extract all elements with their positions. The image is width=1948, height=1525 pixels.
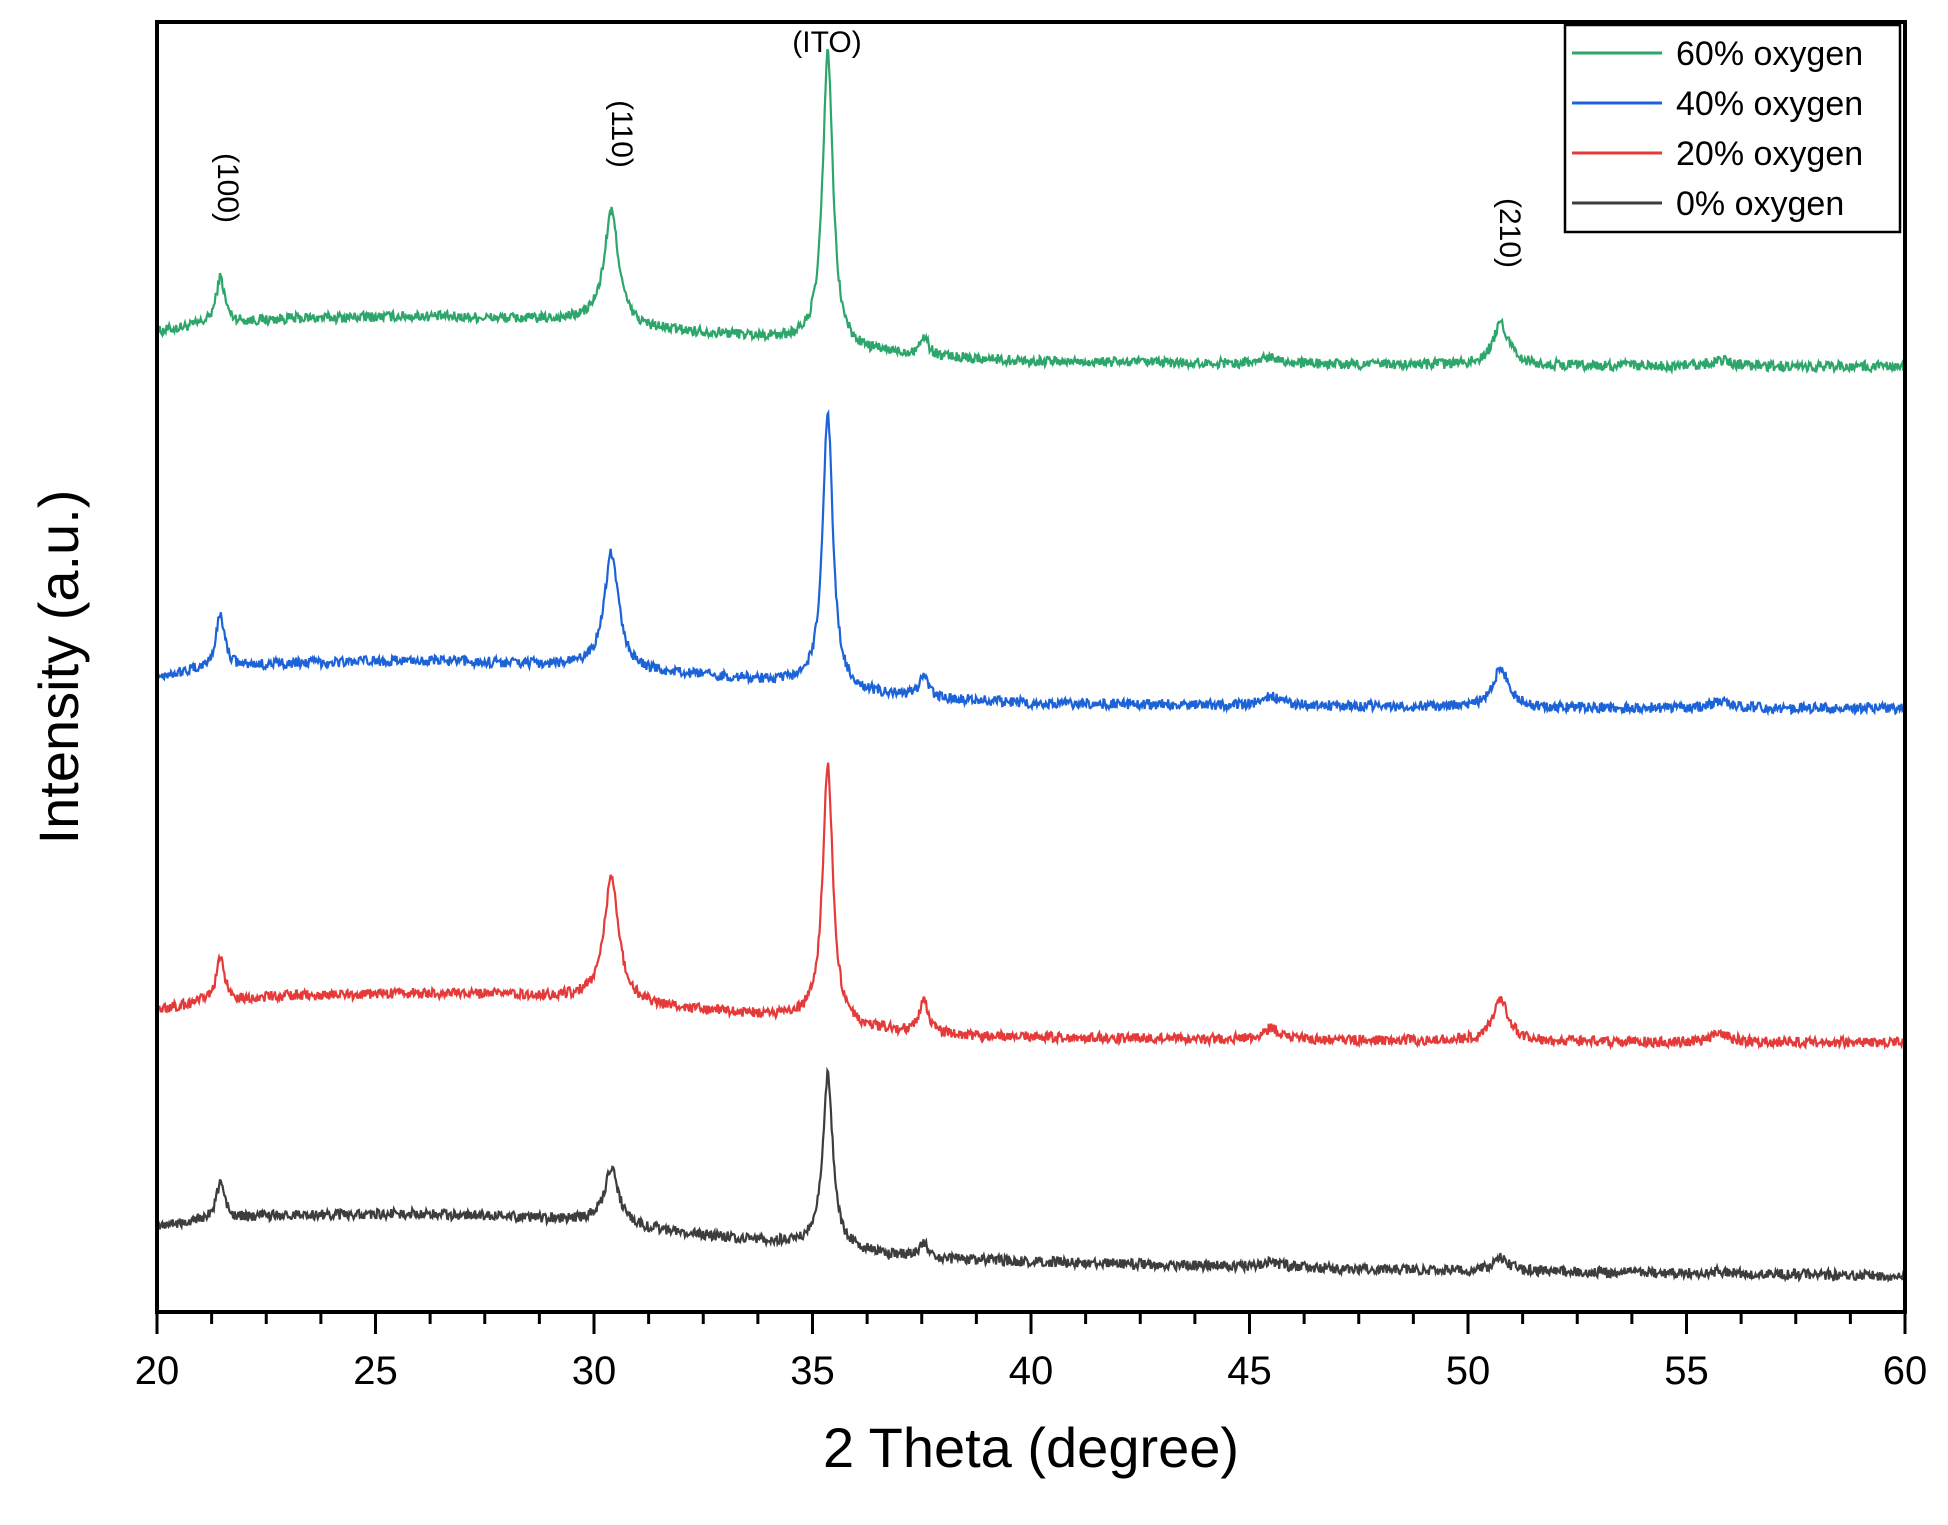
legend-label: 40% oxygen xyxy=(1676,85,1863,123)
legend-label: 20% oxygen xyxy=(1676,135,1863,173)
x-axis-title: 2 Theta (degree) xyxy=(823,1416,1239,1479)
peak-label: (100) xyxy=(211,153,244,223)
x-tick-label: 50 xyxy=(1446,1349,1491,1393)
series-layer xyxy=(155,48,1906,1283)
series-line-0-oxygen xyxy=(155,1066,1906,1283)
series-line-60-oxygen xyxy=(155,48,1906,375)
peak-label: (210) xyxy=(1493,198,1526,268)
legend-label: 60% oxygen xyxy=(1676,35,1863,73)
series-line-20-oxygen xyxy=(155,762,1906,1051)
series-line-40-oxygen xyxy=(155,408,1906,717)
x-tick-label: 25 xyxy=(353,1349,398,1393)
peak-label: (110) xyxy=(605,100,638,168)
legend: 60% oxygen 40% oxygen 20% oxygen 0% oxygen xyxy=(1563,23,1902,234)
peak-annotations: (100) (110) (ITO) (210) xyxy=(211,26,1526,268)
y-axis-title: Intensity (a.u.) xyxy=(27,490,90,845)
legend-box xyxy=(1563,23,1902,234)
x-tick-label: 30 xyxy=(572,1349,617,1393)
x-axis: 20 25 30 35 40 45 50 55 60 xyxy=(135,1312,1928,1393)
x-tick-label: 40 xyxy=(1009,1349,1054,1393)
peak-label: (ITO) xyxy=(792,26,861,59)
x-tick-label: 60 xyxy=(1883,1349,1928,1393)
x-tick-label: 20 xyxy=(135,1349,180,1393)
x-tick-label: 35 xyxy=(790,1349,835,1393)
legend-label: 0% oxygen xyxy=(1676,185,1844,223)
x-tick-label: 45 xyxy=(1227,1349,1272,1393)
x-tick-label: 55 xyxy=(1664,1349,1709,1393)
